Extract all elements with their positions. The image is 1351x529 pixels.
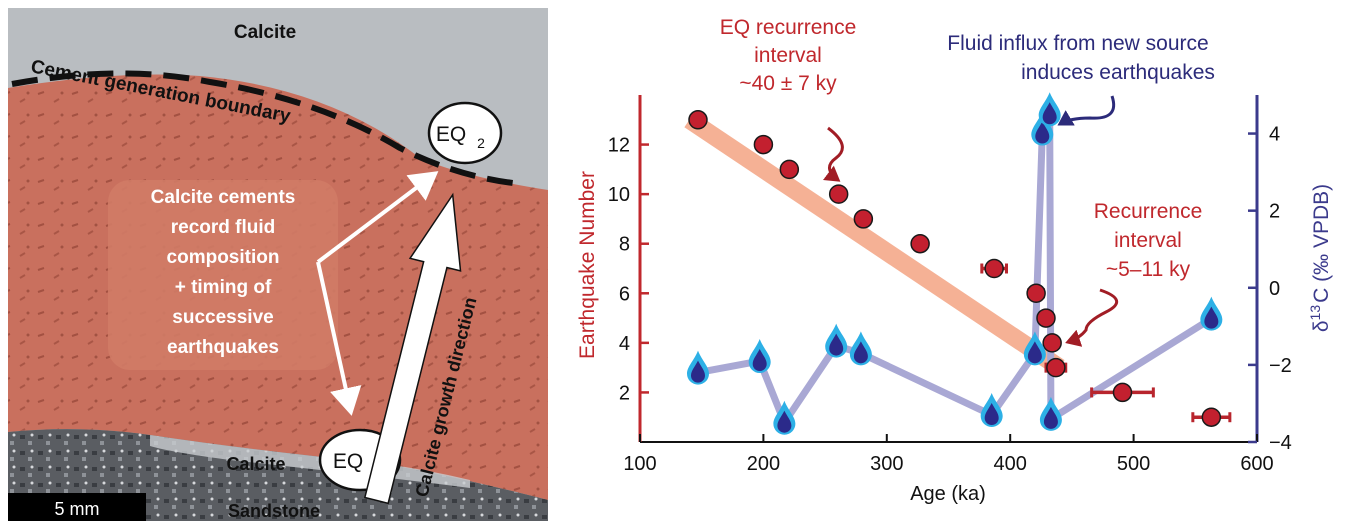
scale-bar [8,493,146,521]
annotation-line: ~40 ± 7 ky [739,72,837,95]
left-y-ticks: 2 4 6 8 10 12 [608,135,649,404]
x-tick-label: 500 [1117,453,1150,475]
calcite-cements-line: successive [172,307,273,328]
chart: 100 200 300 400 500 600 2 4 6 8 10 12 −4 −2 0 2 4 Age … [576,16,1333,505]
isotope-drop-core [690,360,705,383]
calcite-cements-line: + timing of [175,277,272,298]
recurrence-annotation: Recurrence interval ~5–11 ky [1065,200,1203,347]
earthquake-point [828,184,849,204]
earthquake-point [984,258,1004,279]
delta-symbol: δ [1310,320,1333,332]
calcite-cements-line: composition [167,247,280,268]
cement-boundary-line [11,70,523,187]
calcite-cements-line: Calcite cements [151,187,296,208]
calcite-cements-box [108,180,338,370]
annotation-line: interval [754,44,822,67]
eq2-subscript: 2 [477,135,485,151]
isotope-drop-core [1043,406,1058,429]
x-ticks: 100 200 300 400 500 600 [623,434,1274,475]
recurrence-arrow [1065,288,1118,347]
calcite-cements-line: earthquakes [167,337,279,358]
x-tick-label: 400 [994,453,1027,475]
right-y-tick-label: −2 [1269,355,1292,377]
isotope-drop-core [777,410,792,433]
eq2-label: EQ [436,123,466,146]
right-y-tick-label: 4 [1269,124,1280,146]
eq1-label: EQ [333,450,363,473]
earthquake-point [1042,333,1062,353]
x-axis-label: Age (ka) [910,483,986,505]
earthquake-point [1046,357,1066,378]
earthquake-point [753,134,774,155]
isotope-drop-core [1027,341,1042,364]
isotope-markers [686,92,1223,435]
left-y-tick-label: 10 [608,184,630,206]
isotope-drop-core [752,349,767,372]
earthquake-point [910,233,930,254]
eq-interval-arrow [823,126,844,182]
earthquake-point [1026,283,1046,304]
left-y-tick-label: 8 [619,234,630,256]
right-y-tick-label: 2 [1269,201,1280,223]
fluid-influx-annotation: Fluid influx from new source induces ear… [947,32,1215,126]
sandstone-label: Sandstone [228,501,320,521]
calcite-top-label: Calcite [234,22,296,43]
fit-band-layer [684,112,1065,376]
annotation-line: Fluid influx from new source [947,32,1208,55]
scale-bar-label: 5 mm [55,499,100,519]
arrow-to-eq1 [316,261,362,416]
photo-panel: Calcite Cement generation boundary Calci… [8,8,548,521]
earthquake-point [779,159,800,180]
recurrence-fit-band [684,112,1065,376]
arrow-to-eq2 [316,171,439,264]
left-y-tick-label: 4 [619,333,630,355]
fluid-influx-arrow [1057,95,1116,126]
growth-direction-arrow [363,192,462,505]
left-y-tick-label: 12 [608,135,630,157]
x-tick-label: 300 [870,453,903,475]
isotope-drop-core [853,341,868,364]
isotope-drop-core [1035,121,1050,144]
isotope-drop-core [829,333,844,356]
x-tick-label: 200 [747,453,780,475]
isotope-superscript: 13 [1307,305,1323,321]
earthquake-point [1036,308,1056,328]
right-y-ticks: −4 −2 0 2 4 [1248,124,1292,454]
earthquake-point [1201,407,1222,427]
eq2-marker [427,101,503,165]
annotation-line: EQ recurrence [720,16,857,39]
left-y-tick-label: 2 [619,382,630,404]
annotation-line: ~5–11 ky [1106,258,1191,281]
earthquake-point [1112,382,1133,403]
isotope-unit-label: C (‰ VPDB) [1310,184,1333,303]
annotation-line: Recurrence [1094,200,1203,223]
annotation-line: induces earthquakes [1021,61,1215,84]
x-tick-label: 100 [623,453,656,475]
left-y-axis-label: Earthquake Number [576,171,599,359]
calcite-cements-line: record fluid [171,217,276,238]
earthquake-series [688,110,1222,427]
earthquake-point [688,110,708,130]
isotope-drop-core [1042,102,1057,125]
right-y-axis-label: δ13 C (‰ VPDB) [1307,184,1333,332]
x-tick-label: 600 [1240,453,1273,475]
calcite-bottom-label: Calcite [226,454,285,474]
earthquake-point [853,209,874,229]
eq-interval-annotation: EQ recurrence interval ~40 ± 7 ky [720,16,857,182]
annotation-line: interval [1114,229,1182,252]
left-y-tick-label: 6 [619,283,630,305]
calcite-cements-label: Calcite cements record fluid composition… [151,187,296,358]
right-y-tick-label: 0 [1269,278,1280,300]
isotope-drop-core [984,403,999,426]
isotope-drop-core [1204,306,1219,329]
right-y-tick-label: −4 [1269,432,1292,454]
